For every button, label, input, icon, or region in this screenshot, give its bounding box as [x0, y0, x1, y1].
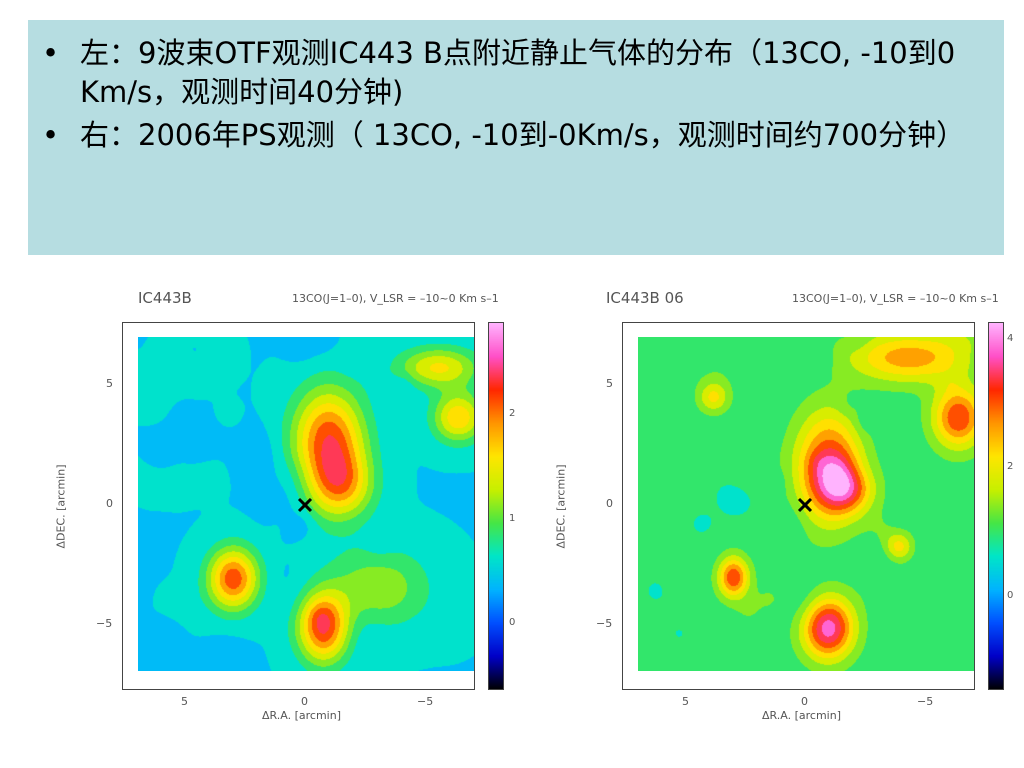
x-tick-label: −5 [917, 695, 934, 708]
y-tick-label: 5 [606, 377, 613, 390]
y-tick-label: 0 [106, 497, 113, 510]
marker-cross-icon [297, 497, 313, 513]
bullet-text: 左：9波束OTF观测IC443 B点附近静止气体的分布（13CO, -10到0 … [80, 36, 956, 109]
cbar-tick-label: 2 [509, 408, 516, 419]
y-tick-label: −5 [596, 617, 613, 630]
x-tick-label: −5 [417, 695, 434, 708]
map-frame [122, 322, 475, 690]
bullet-left-description: • 左：9波束OTF观测IC443 B点附近静止气体的分布（13CO, -10到… [28, 34, 988, 112]
text-panel: • 左：9波束OTF观测IC443 B点附近静止气体的分布（13CO, -10到… [28, 20, 1004, 255]
cbar-tick-label: 0 [1007, 590, 1014, 601]
cbar-tick-label: 1 [509, 513, 516, 524]
y-axis-label: ΔDEC. [arcmin] [54, 464, 68, 549]
x-tick-label: 0 [301, 695, 308, 708]
x-tick-label: 0 [801, 695, 808, 708]
map-title: IC443B 06 [606, 289, 684, 307]
line-label: 13CO(J=1–0), V_LSR = –10~0 Km s–1 [792, 292, 999, 305]
map-title: IC443B [138, 289, 192, 307]
x-tick-label: 5 [181, 695, 188, 708]
marker-cross-icon [797, 497, 813, 513]
color-bar [988, 322, 1004, 690]
color-bar [488, 322, 504, 690]
bullet-text: 右：2006年PS观测（ 13CO, -10到-0Km/s，观测时间约700分钟… [80, 118, 966, 152]
bullet-marker: • [42, 118, 60, 152]
bullet-right-description: • 右：2006年PS观测（ 13CO, -10到-0Km/s，观测时间约700… [28, 116, 988, 155]
cbar-tick-label: 4 [1007, 333, 1014, 344]
bullet-marker: • [42, 36, 60, 70]
cbar-tick-label: 2 [1007, 461, 1014, 472]
map-frame [622, 322, 975, 690]
line-label: 13CO(J=1–0), V_LSR = –10~0 Km s–1 [292, 292, 499, 305]
y-axis-label: ΔDEC. [arcmin] [554, 464, 568, 549]
x-tick-label: 5 [682, 695, 689, 708]
cbar-tick-label: 0 [509, 617, 516, 628]
x-axis-label: ΔR.A. [arcmin] [762, 709, 841, 722]
bullet-list: • 左：9波束OTF观测IC443 B点附近静止气体的分布（13CO, -10到… [28, 20, 1004, 155]
y-tick-label: 0 [606, 497, 613, 510]
y-tick-label: 5 [106, 377, 113, 390]
x-axis-label: ΔR.A. [arcmin] [262, 709, 341, 722]
y-tick-label: −5 [96, 617, 113, 630]
